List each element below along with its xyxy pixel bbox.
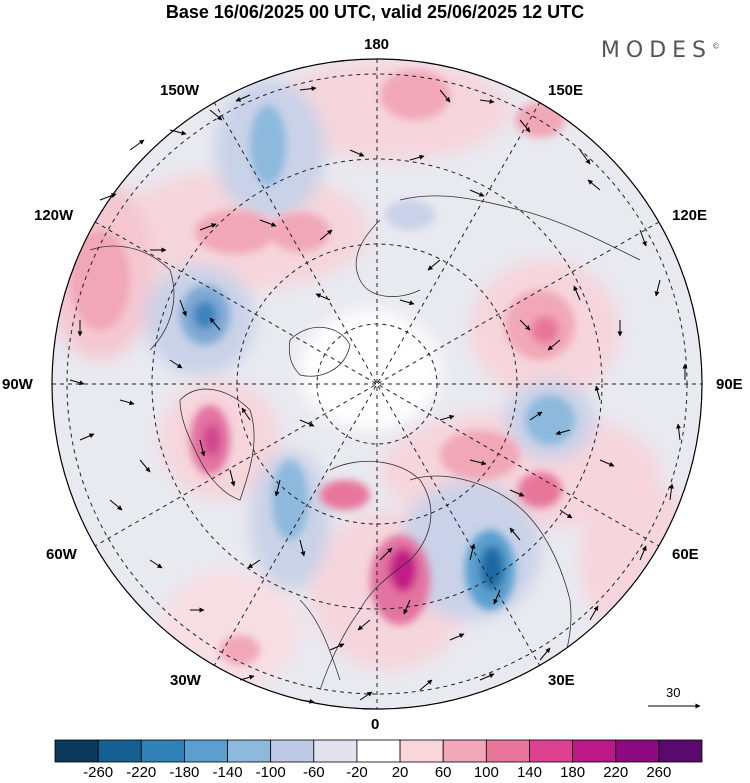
colorbar-tick-label: 220: [603, 764, 629, 781]
colorbar-swatch: [227, 739, 272, 763]
colorbar-swatch: [183, 739, 228, 763]
colorbar-swatch: [270, 739, 315, 763]
colorbar-swatch: [658, 739, 703, 763]
lon-label-90e: 90E: [716, 376, 743, 393]
colorbar-swatch: [97, 739, 142, 763]
colorbar-tick-label: 180: [560, 764, 586, 781]
colorbar-swatch: [399, 739, 444, 763]
colorbar-tick-label: -20: [346, 764, 368, 781]
lon-label-60w: 60W: [46, 546, 77, 563]
lon-label-150w: 150W: [160, 82, 200, 99]
colorbar-tick-label: -60: [302, 764, 325, 781]
colorbar-swatch: [356, 739, 401, 763]
colorbar-tick-label: -180: [169, 764, 200, 781]
wind-reference-label: 30: [666, 685, 681, 700]
colorbar-tick-label: 260: [646, 764, 672, 781]
colorbar-swatch: [529, 739, 574, 763]
colorbar-tick-label: 100: [473, 764, 499, 781]
lon-label-90w: 90W: [2, 376, 33, 393]
colorbar-swatch: [615, 739, 660, 763]
colorbar-tick-label: 140: [516, 764, 542, 781]
colorbar-swatch: [140, 739, 185, 763]
colorbar-swatch: [313, 739, 358, 763]
lon-label-180: 180: [364, 36, 390, 53]
colorbar-swatch: [442, 739, 487, 763]
lon-label-60e: 60E: [672, 546, 699, 563]
anomaly-field: [52, 59, 702, 709]
colorbar-tick-label: 20: [391, 764, 409, 781]
colorbar-swatch: [54, 739, 99, 763]
colorbar-tick-label: -260: [83, 764, 114, 781]
colorbar-tick-label: -100: [255, 764, 286, 781]
lon-label-150e: 150E: [548, 82, 584, 99]
colorbar-swatch: [572, 739, 617, 763]
lon-label-120w: 120W: [34, 207, 74, 224]
colorbar: [54, 739, 703, 763]
chart-title: Base 16/06/2025 00 UTC, valid 25/06/2025…: [165, 2, 585, 22]
colorbar-tick-label: -140: [212, 764, 243, 781]
colorbar-tick-label: 60: [434, 764, 452, 781]
lon-label-30e: 30E: [548, 672, 575, 689]
brand-logo: MODES©: [600, 38, 720, 63]
lon-label-30w: 30W: [170, 672, 201, 689]
lon-label-0: 0: [371, 716, 380, 733]
colorbar-tick-label: -220: [126, 764, 157, 781]
lon-label-120e: 120E: [672, 207, 708, 224]
colorbar-swatch: [485, 739, 530, 763]
